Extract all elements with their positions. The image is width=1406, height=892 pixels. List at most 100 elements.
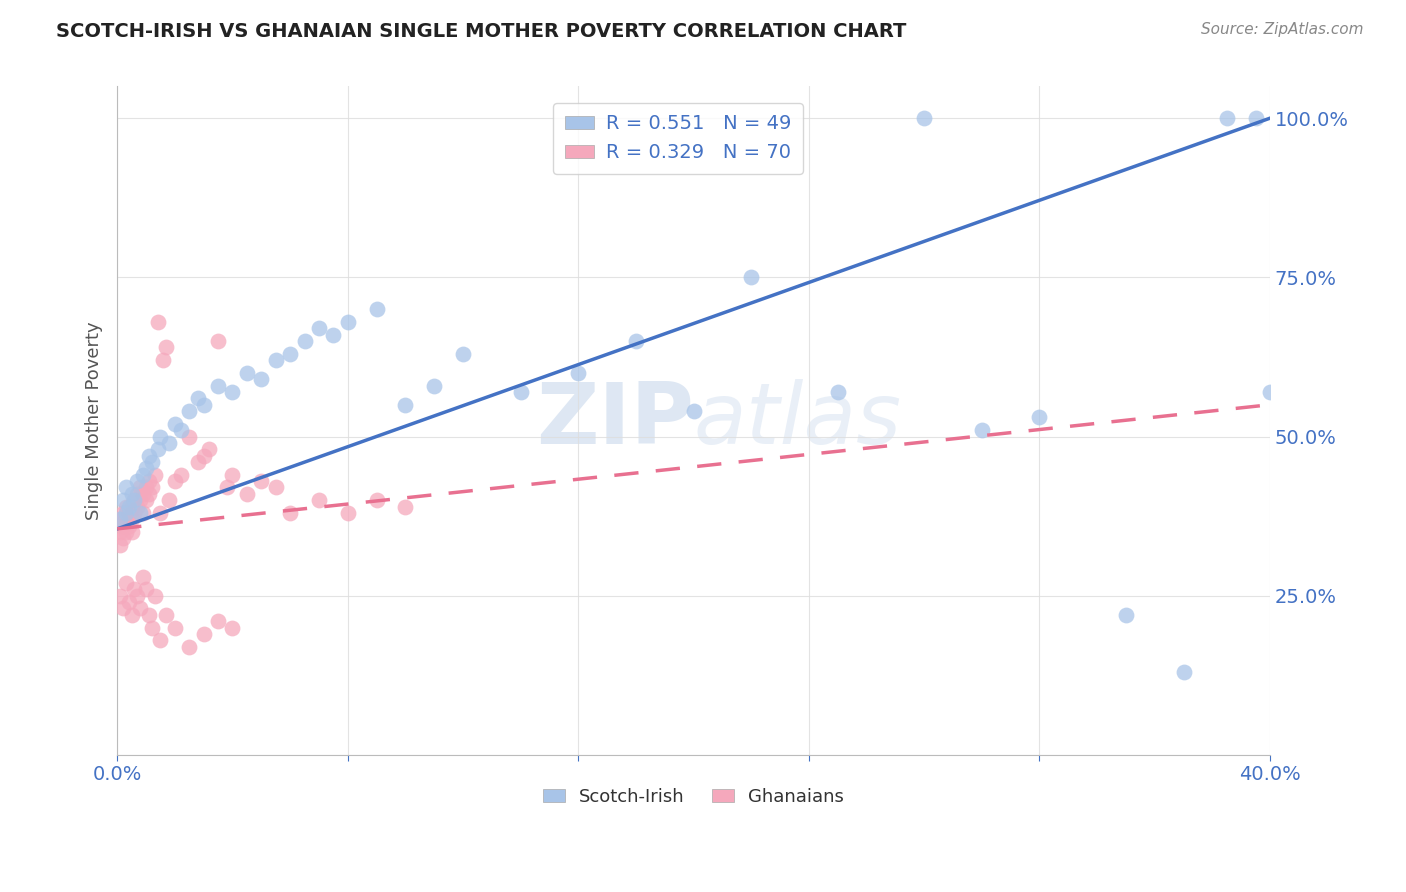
- Point: [207, 614, 229, 628]
- Point: [121, 500, 143, 514]
- Text: SCOTCH-IRISH VS GHANAIAN SINGLE MOTHER POVERTY CORRELATION CHART: SCOTCH-IRISH VS GHANAIAN SINGLE MOTHER P…: [56, 22, 907, 41]
- Point: [394, 500, 416, 514]
- Point: [138, 487, 160, 501]
- Point: [132, 569, 155, 583]
- Point: [221, 621, 243, 635]
- Point: [121, 607, 143, 622]
- Point: [135, 481, 157, 495]
- Point: [1258, 384, 1281, 399]
- Point: [294, 334, 316, 348]
- Point: [366, 302, 388, 317]
- Point: [132, 506, 155, 520]
- Point: [193, 627, 215, 641]
- Point: [111, 493, 134, 508]
- Point: [121, 487, 143, 501]
- Text: ZIP: ZIP: [536, 379, 693, 462]
- Text: Source: ZipAtlas.com: Source: ZipAtlas.com: [1201, 22, 1364, 37]
- Point: [127, 589, 149, 603]
- Point: [423, 378, 446, 392]
- Point: [207, 378, 229, 392]
- Point: [155, 607, 177, 622]
- Point: [143, 467, 166, 482]
- Point: [451, 347, 474, 361]
- Point: [138, 474, 160, 488]
- Point: [141, 455, 163, 469]
- Point: [111, 601, 134, 615]
- Point: [179, 404, 201, 418]
- Point: [682, 404, 704, 418]
- Point: [169, 467, 191, 482]
- Point: [124, 493, 146, 508]
- Point: [193, 398, 215, 412]
- Point: [146, 315, 169, 329]
- Point: [138, 607, 160, 622]
- Point: [114, 481, 136, 495]
- Point: [129, 506, 152, 520]
- Point: [108, 589, 131, 603]
- Point: [221, 384, 243, 399]
- Point: [264, 481, 287, 495]
- Point: [278, 347, 301, 361]
- Point: [250, 474, 273, 488]
- Point: [111, 506, 134, 520]
- Point: [124, 506, 146, 520]
- Point: [157, 493, 180, 508]
- Point: [108, 512, 131, 526]
- Point: [108, 538, 131, 552]
- Point: [108, 512, 131, 526]
- Point: [163, 474, 186, 488]
- Point: [152, 353, 174, 368]
- Point: [124, 493, 146, 508]
- Point: [1028, 410, 1050, 425]
- Point: [236, 487, 259, 501]
- Point: [114, 512, 136, 526]
- Point: [155, 340, 177, 354]
- Point: [149, 633, 172, 648]
- Point: [970, 423, 993, 437]
- Point: [336, 506, 359, 520]
- Point: [193, 449, 215, 463]
- Point: [114, 506, 136, 520]
- Point: [163, 417, 186, 431]
- Point: [141, 621, 163, 635]
- Point: [308, 321, 330, 335]
- Point: [394, 398, 416, 412]
- Point: [509, 384, 531, 399]
- Point: [221, 467, 243, 482]
- Point: [127, 487, 149, 501]
- Point: [114, 500, 136, 514]
- Point: [187, 455, 209, 469]
- Point: [278, 506, 301, 520]
- Point: [336, 315, 359, 329]
- Point: [179, 640, 201, 654]
- Point: [114, 524, 136, 539]
- Point: [141, 481, 163, 495]
- Point: [169, 423, 191, 437]
- Point: [121, 524, 143, 539]
- Point: [127, 500, 149, 514]
- Point: [1244, 112, 1267, 126]
- Point: [250, 372, 273, 386]
- Point: [567, 366, 589, 380]
- Point: [157, 436, 180, 450]
- Point: [163, 621, 186, 635]
- Point: [187, 392, 209, 406]
- Point: [135, 493, 157, 508]
- Point: [146, 442, 169, 457]
- Legend: Scotch-Irish, Ghanaians: Scotch-Irish, Ghanaians: [536, 780, 851, 813]
- Point: [127, 474, 149, 488]
- Point: [1115, 607, 1137, 622]
- Point: [624, 334, 647, 348]
- Point: [143, 589, 166, 603]
- Point: [138, 449, 160, 463]
- Point: [827, 384, 849, 399]
- Point: [111, 532, 134, 546]
- Point: [114, 576, 136, 591]
- Point: [207, 334, 229, 348]
- Point: [1173, 665, 1195, 680]
- Y-axis label: Single Mother Poverty: Single Mother Poverty: [86, 321, 103, 520]
- Point: [366, 493, 388, 508]
- Point: [912, 112, 935, 126]
- Point: [124, 582, 146, 597]
- Point: [264, 353, 287, 368]
